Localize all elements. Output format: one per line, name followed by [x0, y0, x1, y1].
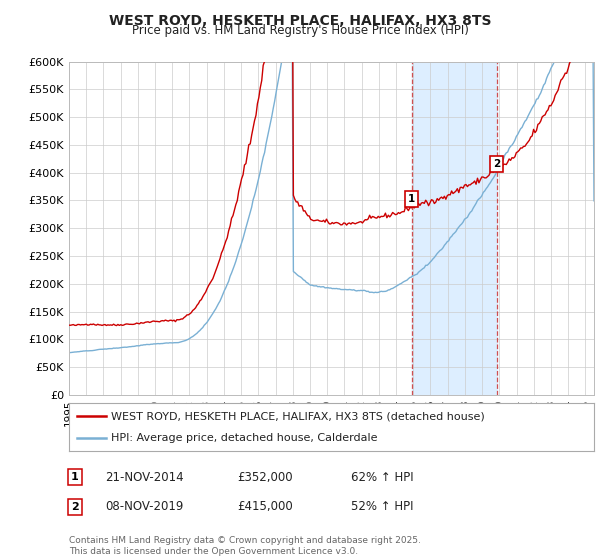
Text: 2: 2 [493, 160, 500, 169]
Text: 62% ↑ HPI: 62% ↑ HPI [351, 470, 413, 484]
Text: Contains HM Land Registry data © Crown copyright and database right 2025.
This d: Contains HM Land Registry data © Crown c… [69, 536, 421, 556]
Text: HPI: Average price, detached house, Calderdale: HPI: Average price, detached house, Cald… [111, 433, 377, 443]
Bar [412, 62, 497, 395]
Text: WEST ROYD, HESKETH PLACE, HALIFAX, HX3 8TS: WEST ROYD, HESKETH PLACE, HALIFAX, HX3 8… [109, 14, 491, 28]
Text: 08-NOV-2019: 08-NOV-2019 [105, 500, 184, 514]
Text: £415,000: £415,000 [237, 500, 293, 514]
Text: 21-NOV-2014: 21-NOV-2014 [105, 470, 184, 484]
Text: 2: 2 [71, 502, 79, 512]
Text: 1: 1 [71, 472, 79, 482]
Text: 1: 1 [408, 194, 415, 204]
Text: £352,000: £352,000 [237, 470, 293, 484]
Text: WEST ROYD, HESKETH PLACE, HALIFAX, HX3 8TS (detached house): WEST ROYD, HESKETH PLACE, HALIFAX, HX3 8… [111, 411, 485, 421]
Text: 52% ↑ HPI: 52% ↑ HPI [351, 500, 413, 514]
Text: Price paid vs. HM Land Registry's House Price Index (HPI): Price paid vs. HM Land Registry's House … [131, 24, 469, 37]
